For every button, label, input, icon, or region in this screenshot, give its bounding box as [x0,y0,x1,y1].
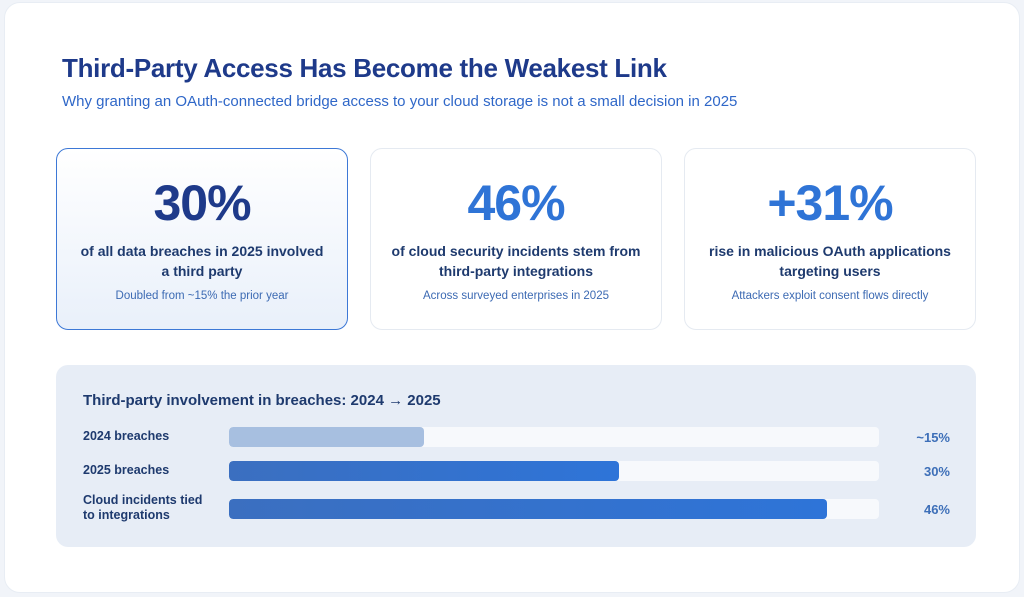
stat-description: rise in malicious OAuth applications tar… [709,243,951,279]
stat-note: Doubled from ~15% the prior year [115,290,289,302]
stat-description: of cloud security incidents stem from th… [391,243,641,279]
bar-value-label: 30% [923,464,950,479]
stat-description: of all data breaches in 2025 involved a … [80,243,324,279]
chart-title: Third-party involvement in breaches: 202… [83,392,441,409]
stat-card-oauth-apps: +31% rise in malicious OAuth application… [684,148,976,330]
bar-label: Cloud incidents tied to integrations [83,493,203,522]
bar-label: 2025 breaches [83,463,170,477]
bar [229,427,424,447]
page-title: Third-Party Access Has Become the Weakes… [62,53,667,83]
bar-track [229,499,879,519]
stat-card-cloud-incidents: 46% of cloud security incidents stem fro… [370,148,662,330]
bar-value-label: ~15% [916,430,950,445]
page-subtitle: Why granting an OAuth-connected bridge a… [62,93,738,110]
bar [229,499,827,519]
bar [229,461,619,481]
bar-track [229,427,879,447]
stat-card-third-party-breaches: 30% of all data breaches in 2025 involve… [56,148,348,330]
stat-value: +31% [767,175,893,231]
stat-note: Attackers exploit consent flows directly [731,290,929,302]
bar-value-label: 46% [923,502,950,517]
bar-track [229,461,879,481]
bar-label: 2024 breaches [83,429,170,443]
bar-chart-panel: Third-party involvement in breaches: 202… [56,365,976,547]
stat-note: Across surveyed enterprises in 2025 [422,290,609,302]
stat-value: 46% [467,175,565,231]
stat-value: 30% [153,175,251,231]
